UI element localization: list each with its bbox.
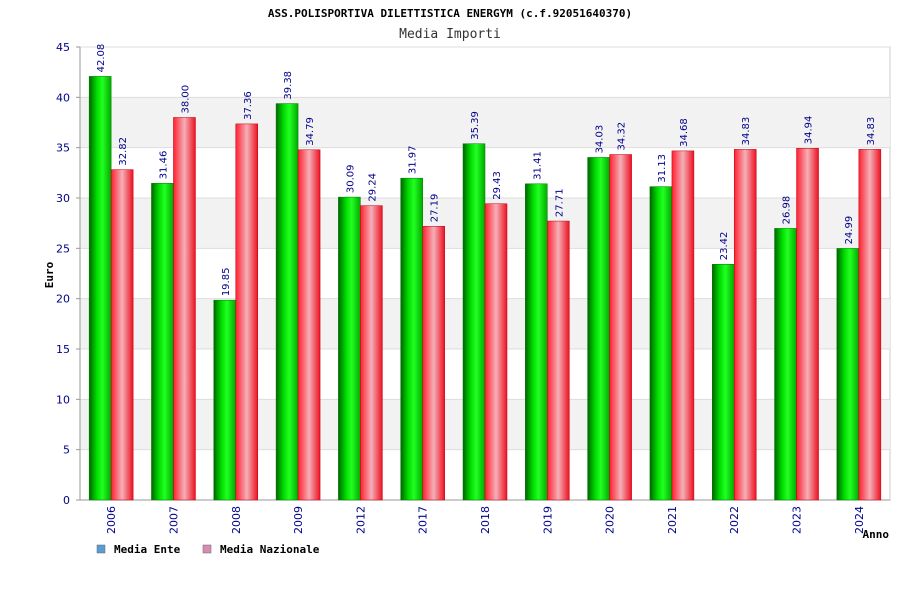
data-label: 23.42 [719, 232, 730, 261]
data-label: 24.99 [844, 216, 855, 245]
x-tick-label: 2009 [292, 506, 305, 534]
data-label: 31.46 [158, 151, 169, 180]
x-tick-label: 2019 [541, 506, 554, 534]
y-tick-label: 0 [63, 494, 70, 507]
x-tick-label: 2024 [853, 506, 866, 534]
bar-media-nazionale [671, 150, 695, 501]
bar-media-ente [836, 248, 860, 501]
data-label: 32.82 [118, 137, 129, 166]
legend-label: Media Nazionale [220, 543, 320, 556]
y-tick-label: 20 [56, 293, 70, 306]
bar-media-ente [151, 183, 174, 501]
bar-media-ente [213, 299, 237, 501]
bar-media-nazionale [547, 220, 570, 501]
data-label: 38.00 [180, 85, 191, 114]
bar-media-ente [649, 186, 673, 501]
bar-media-ente [587, 157, 610, 501]
y-tick-label: 30 [56, 192, 70, 205]
x-axis-ticks: 2006 2007 2008 2009 2012 2017 2018 2019 2020 2021… [105, 506, 866, 534]
chart-subtitle: Media Importi [399, 27, 501, 42]
data-label: 34.68 [679, 118, 690, 147]
data-label: 30.09 [345, 164, 356, 193]
y-tick-label: 15 [56, 343, 70, 356]
chart-title: ASS.POLISPORTIVA DILETTISTICA ENERGYM (c… [268, 7, 632, 20]
legend-swatch [96, 544, 106, 554]
x-tick-label: 2008 [230, 506, 243, 534]
data-label: 35.39 [470, 111, 481, 140]
grid-band [80, 97, 890, 148]
bar-media-ente [338, 196, 361, 501]
x-tick-label: 2020 [604, 506, 617, 534]
data-label: 34.94 [804, 116, 815, 145]
data-label: 34.83 [866, 117, 877, 146]
x-tick-label: 2018 [479, 506, 492, 534]
bar-media-ente [711, 263, 735, 501]
bar-media-nazionale [297, 149, 321, 501]
x-tick-label: 2022 [728, 506, 741, 534]
data-label: 39.38 [283, 71, 294, 100]
bar-media-nazionale [796, 148, 819, 501]
x-tick-label: 2012 [354, 506, 367, 534]
bar-media-nazionale [422, 226, 445, 501]
legend-label: Media Ente [114, 543, 181, 556]
bar-media-nazionale [110, 169, 134, 501]
y-tick-label: 25 [56, 242, 70, 255]
data-label: 42.08 [96, 44, 107, 73]
data-label: 31.97 [408, 146, 419, 175]
bars [88, 76, 882, 501]
legend-swatch [202, 544, 212, 554]
bar-media-nazionale [235, 123, 259, 501]
y-axis-label: Euro [43, 261, 56, 288]
data-label: 34.83 [741, 117, 752, 146]
data-label: 37.36 [243, 91, 254, 120]
x-tick-label: 2017 [417, 506, 430, 534]
bar-media-nazionale [173, 117, 196, 501]
bar-media-nazionale [733, 149, 757, 501]
bar-media-nazionale [360, 205, 383, 501]
x-axis-label: Anno [863, 528, 890, 541]
y-tick-label: 40 [56, 91, 70, 104]
data-label: 29.24 [367, 173, 378, 202]
y-tick-label: 10 [56, 393, 70, 406]
bar-media-nazionale [858, 149, 882, 501]
x-tick-label: 2007 [167, 506, 180, 534]
bar-media-nazionale [484, 203, 508, 501]
bar-media-ente [462, 143, 486, 501]
legend: Media Ente Media Nazionale [96, 543, 320, 556]
data-label: 19.85 [221, 268, 232, 297]
data-label: 34.79 [305, 117, 316, 146]
data-label: 27.19 [430, 194, 441, 223]
x-tick-label: 2006 [105, 506, 118, 534]
bar-media-nazionale [609, 154, 632, 501]
data-labels: 42.08 32.82 31.46 38.00 19.85 37.36 39.38 34.79… [96, 44, 877, 296]
y-tick-label: 5 [63, 444, 70, 457]
bar-media-ente [525, 183, 548, 501]
data-label: 26.98 [782, 196, 793, 225]
y-tick-label: 45 [56, 41, 70, 54]
x-tick-label: 2021 [666, 506, 679, 534]
data-label: 31.13 [657, 154, 668, 183]
data-label: 31.41 [532, 151, 543, 180]
bar-media-ente [400, 177, 423, 501]
data-label: 27.71 [554, 188, 565, 217]
bar-media-ente [88, 76, 112, 501]
x-tick-label: 2023 [791, 506, 804, 534]
bar-media-ente [275, 103, 299, 501]
y-tick-label: 35 [56, 142, 70, 155]
data-label: 34.03 [595, 125, 606, 154]
bar-media-ente [774, 228, 797, 501]
data-label: 34.32 [617, 122, 628, 151]
data-label: 29.43 [492, 171, 503, 200]
